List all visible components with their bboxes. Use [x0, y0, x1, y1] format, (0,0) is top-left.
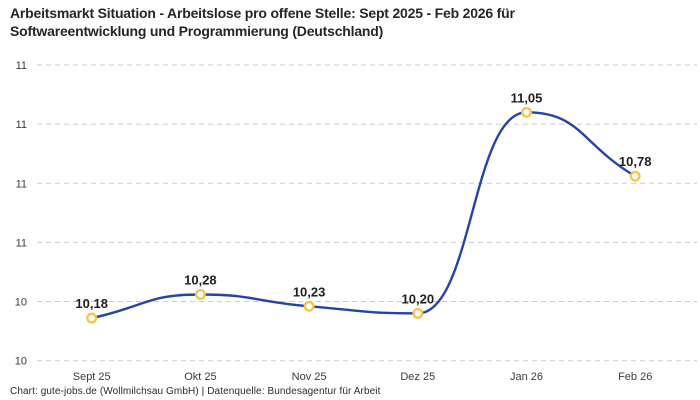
- y-tick-label: 11: [16, 178, 27, 190]
- x-axis-label: Sept 25: [73, 371, 111, 383]
- series-line: [90, 111, 637, 320]
- data-point-label: 10,78: [619, 154, 652, 169]
- x-axis-label: Dez 25: [400, 371, 435, 383]
- x-axis-label: Nov 25: [292, 371, 327, 383]
- y-tick-label: 10: [15, 297, 27, 309]
- data-point-marker[interactable]: [194, 289, 206, 300]
- data-point-marker[interactable]: [629, 170, 641, 182]
- data-point-label: 11,05: [511, 90, 543, 105]
- data-point-label: 10,28: [184, 272, 217, 287]
- data-point-label: 10,18: [75, 296, 108, 311]
- x-axis-label: Okt 25: [184, 371, 216, 383]
- data-point-label: 10,20: [402, 291, 435, 306]
- chart-title: Arbeitsmarkt Situation - Arbeitslose pro…: [10, 5, 515, 39]
- chart-attribution: Chart: gute-jobs.de (Wollmilchsau GmbH) …: [10, 386, 381, 397]
- x-axis-label: Jan 26: [510, 371, 543, 383]
- data-point-marker[interactable]: [521, 106, 532, 118]
- data-point-label: 10,23: [293, 284, 326, 299]
- data-point-marker[interactable]: [412, 307, 424, 319]
- data-point-marker[interactable]: [303, 300, 315, 312]
- y-tick-label: 10: [15, 356, 27, 368]
- x-axis-label: Feb 26: [618, 371, 652, 383]
- data-point-marker[interactable]: [86, 312, 98, 324]
- y-tick-label: 11: [16, 119, 27, 131]
- y-tick-label: 11: [16, 60, 27, 72]
- y-tick-label: 11: [16, 237, 27, 249]
